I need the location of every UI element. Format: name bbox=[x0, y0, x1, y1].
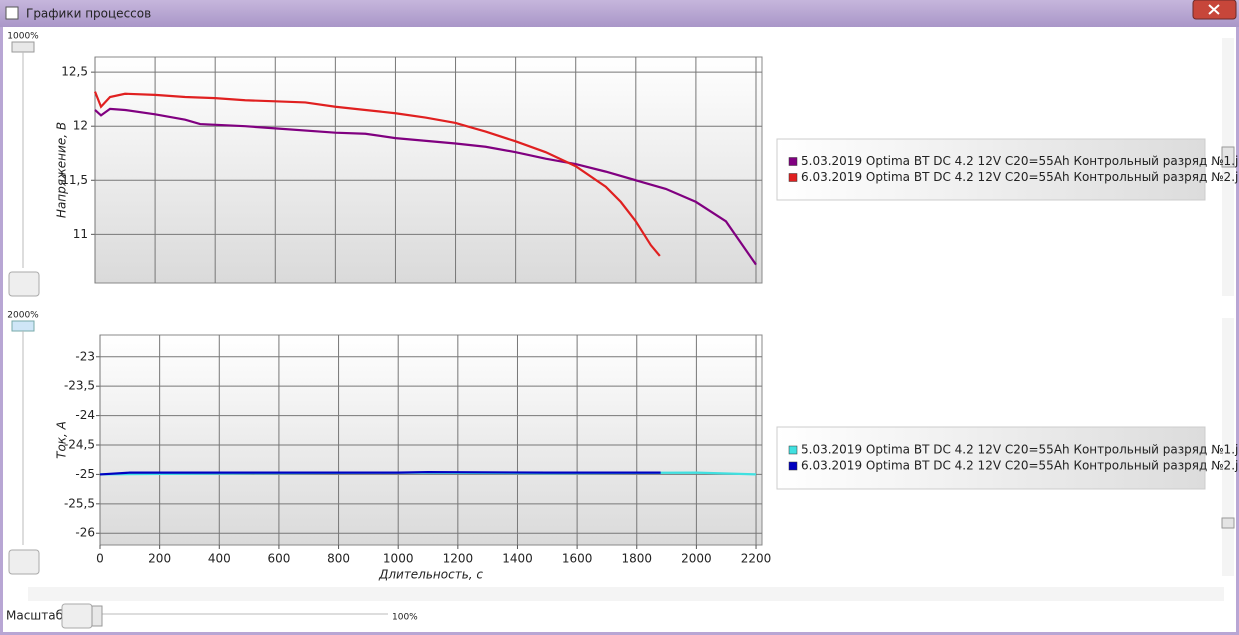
y-axis-label: Напряжение, В bbox=[55, 122, 69, 218]
fit-button[interactable] bbox=[61, 603, 93, 629]
y-tick-label: -23 bbox=[75, 349, 95, 363]
x-tick-label: 1600 bbox=[562, 552, 593, 566]
y-tick-label: -25 bbox=[75, 467, 95, 481]
y-tick-label: 11,5 bbox=[61, 173, 88, 187]
vertical-scrollbar[interactable] bbox=[1222, 318, 1234, 576]
y-tick-label: -25,5 bbox=[64, 496, 95, 510]
x-tick-label: 1200 bbox=[443, 552, 474, 566]
title-bar bbox=[0, 0, 1239, 27]
horizontal-scrollbar[interactable] bbox=[28, 587, 1224, 601]
x-tick-label: 800 bbox=[327, 552, 350, 566]
zoom-label: 2000% bbox=[7, 311, 39, 321]
x-tick-label: 600 bbox=[267, 552, 290, 566]
plot-area bbox=[94, 56, 763, 284]
fit-button[interactable] bbox=[8, 271, 40, 297]
x-tick-label: 200 bbox=[148, 552, 171, 566]
x-tick-label: 1400 bbox=[502, 552, 533, 566]
y-tick-label: 12,5 bbox=[61, 65, 88, 79]
window-title: Графики процессов bbox=[26, 7, 151, 21]
y-tick-label: 12 bbox=[73, 119, 88, 133]
fit-button[interactable] bbox=[8, 549, 40, 575]
x-axis-label: Длительность, с bbox=[378, 568, 483, 582]
x-tick-label: 1800 bbox=[621, 552, 652, 566]
legend-swatch bbox=[788, 461, 798, 471]
legend bbox=[776, 426, 1206, 490]
y-tick-label: -24,5 bbox=[64, 438, 95, 452]
close-icon bbox=[1208, 4, 1220, 15]
scale-label: Масштаб: bbox=[6, 609, 67, 623]
zoom-slider-thumb[interactable] bbox=[11, 320, 35, 332]
y-tick-label: -26 bbox=[75, 526, 95, 540]
x-tick-label: 0 bbox=[96, 552, 104, 566]
legend-label: 6.03.2019 Optima BT DC 4.2 12V C20=55Ah … bbox=[801, 170, 1239, 184]
y-axis-label: Ток, А bbox=[55, 421, 69, 459]
charts: 11 11,5 12 12,5 Напряжение, В 5.03.2019 Optim… bbox=[55, 56, 1239, 582]
legend bbox=[776, 138, 1206, 201]
y-tick-label: -23,5 bbox=[64, 379, 95, 393]
x-tick-label: 1000 bbox=[383, 552, 414, 566]
legend-swatch bbox=[788, 445, 798, 455]
legend-swatch bbox=[788, 173, 798, 182]
y-tick-label: 11 bbox=[73, 227, 88, 241]
scale-slider-thumb[interactable] bbox=[91, 605, 103, 627]
scale-value: 100% bbox=[392, 613, 418, 623]
scroll-thumb[interactable] bbox=[1221, 146, 1235, 168]
legend-label: 5.03.2019 Optima BT DC 4.2 12V C20=55Ah … bbox=[801, 443, 1239, 457]
series-line bbox=[94, 107, 757, 266]
plot-area bbox=[99, 334, 763, 546]
x-tick-label: 2000 bbox=[681, 552, 712, 566]
scroll-thumb[interactable] bbox=[1221, 517, 1235, 529]
legend-label: 6.03.2019 Optima BT DC 4.2 12V C20=55Ah … bbox=[801, 459, 1239, 473]
x-tick-label: 2200 bbox=[741, 552, 772, 566]
x-tick-label: 400 bbox=[208, 552, 231, 566]
legend-label: 5.03.2019 Optima BT DC 4.2 12V C20=55Ah … bbox=[801, 154, 1239, 168]
series-line bbox=[99, 470, 661, 476]
app-icon bbox=[5, 6, 19, 20]
zoom-slider-thumb[interactable] bbox=[11, 41, 35, 53]
legend-swatch bbox=[788, 157, 798, 166]
zoom-label: 1000% bbox=[7, 32, 39, 42]
y-tick-label: -24 bbox=[75, 408, 95, 422]
series-line bbox=[93, 91, 661, 257]
